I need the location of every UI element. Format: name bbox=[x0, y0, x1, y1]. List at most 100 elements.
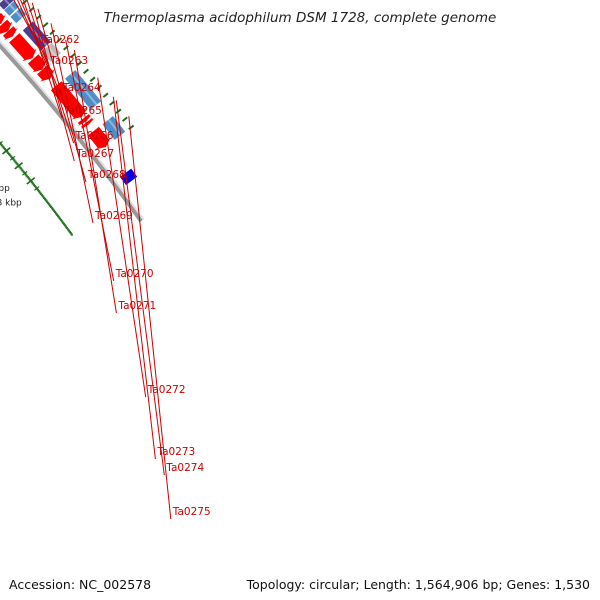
gc-dot bbox=[55, 212, 58, 215]
gc-dot bbox=[68, 230, 71, 233]
map-title: Thermoplasma acidophilum DSM 1728, compl… bbox=[103, 10, 497, 26]
gc-dot bbox=[43, 196, 46, 199]
gc-dot bbox=[1, 145, 4, 148]
outer-tick bbox=[76, 60, 83, 67]
cds-ta0275 bbox=[101, 115, 127, 141]
gc-dot bbox=[67, 229, 70, 232]
gene-ta0274 bbox=[80, 117, 95, 130]
gc-dot bbox=[32, 183, 35, 186]
gc-dot bbox=[30, 181, 33, 184]
gc-dot bbox=[40, 194, 44, 197]
scale-minor-tick bbox=[0, 140, 3, 145]
gc-dot bbox=[20, 168, 23, 171]
gene-label: Ta0269 bbox=[94, 210, 133, 222]
scale-minor-tick bbox=[34, 186, 40, 191]
scale-tick bbox=[1, 146, 11, 155]
gc-dot bbox=[60, 220, 64, 223]
gc-dot bbox=[48, 203, 51, 206]
cds-ta0264 bbox=[0, 0, 2, 2]
gene-label: Ta0274 bbox=[165, 462, 204, 474]
scale-minor-tick bbox=[9, 155, 16, 161]
leader-line bbox=[128, 116, 172, 520]
gc-dot bbox=[36, 188, 40, 192]
outer-tick bbox=[42, 21, 49, 28]
gene-label: Ta0263 bbox=[49, 55, 88, 67]
outer-tick bbox=[102, 92, 109, 98]
scale-tick bbox=[14, 161, 24, 170]
cds-shine bbox=[15, 10, 23, 19]
gc-dot bbox=[15, 161, 18, 165]
cds-shine bbox=[46, 45, 58, 58]
gc-dot bbox=[34, 186, 38, 189]
gc-dot bbox=[45, 199, 48, 202]
gene-label: Ta0266 bbox=[75, 130, 114, 142]
gc-dot bbox=[64, 225, 67, 228]
gc-dot bbox=[62, 222, 66, 226]
gene-ta0270 bbox=[27, 54, 47, 73]
outer-tick bbox=[49, 29, 56, 36]
leader-line bbox=[112, 96, 156, 460]
leader-line bbox=[22, 0, 63, 119]
gene-label: Ta0264 bbox=[62, 82, 101, 94]
leader-line bbox=[65, 39, 115, 282]
leader-line bbox=[115, 100, 165, 476]
gene-label: Ta0275 bbox=[172, 506, 211, 518]
gene-ta0266 bbox=[0, 12, 6, 25]
gc-dot bbox=[51, 207, 54, 210]
gc-dot bbox=[19, 167, 22, 170]
gc-dot bbox=[22, 170, 25, 173]
scale-label: 288 kbp bbox=[0, 199, 22, 209]
gc-dot bbox=[18, 165, 21, 168]
topology-text: Topology: circular; Length: 1,564,906 bp… bbox=[246, 577, 590, 592]
gc-dot bbox=[70, 233, 73, 236]
gene-label: Ta0271 bbox=[117, 300, 156, 312]
gene-ta0267 bbox=[0, 19, 13, 34]
gene-ta0269 bbox=[9, 33, 37, 62]
gc-dot bbox=[54, 211, 57, 214]
backbone-arc bbox=[0, 42, 143, 223]
gc-dot bbox=[28, 178, 31, 181]
gc-dot bbox=[9, 154, 12, 157]
leader-line bbox=[17, 0, 49, 69]
gc-dot bbox=[25, 174, 28, 177]
gc-dot bbox=[24, 173, 27, 176]
gc-dot bbox=[52, 208, 55, 211]
cds-shine bbox=[70, 72, 98, 106]
gc-dot bbox=[21, 169, 24, 172]
gc-dot bbox=[39, 192, 43, 195]
gc-dot bbox=[3, 147, 6, 151]
leader-line bbox=[31, 2, 75, 162]
gc-dot bbox=[58, 217, 62, 220]
outer-tick bbox=[21, 0, 28, 5]
gc-dot bbox=[49, 204, 52, 207]
outer-tick bbox=[121, 116, 128, 122]
gene-label: Ta0268 bbox=[87, 169, 126, 181]
gc-dot bbox=[14, 160, 17, 163]
gene-ta0268 bbox=[3, 26, 18, 41]
gene-ta0273 bbox=[77, 114, 93, 127]
gc-dot bbox=[2, 146, 5, 149]
gc-dot bbox=[61, 221, 65, 224]
backbone-highlight bbox=[0, 40, 145, 220]
gc-dot bbox=[46, 200, 49, 203]
gc-dot bbox=[66, 228, 69, 231]
gene-ta0275 bbox=[88, 126, 111, 150]
gene-ta0272 bbox=[50, 81, 87, 120]
outer-tick bbox=[83, 68, 89, 75]
outer-tick bbox=[89, 76, 96, 82]
gc-dot bbox=[10, 155, 13, 158]
gc-dot bbox=[65, 226, 68, 229]
scale-tick bbox=[26, 177, 36, 185]
gc-dot bbox=[37, 190, 41, 193]
gc-dot bbox=[38, 191, 42, 194]
gc-dot bbox=[13, 159, 16, 162]
scale-track: 268 kbp270 kbp272 kbp274 kbp276 kbp278 k… bbox=[0, 0, 135, 209]
gc-dot bbox=[8, 153, 11, 156]
leader-line bbox=[50, 23, 94, 224]
gc-dot bbox=[12, 158, 15, 161]
gene-label: Ta0272 bbox=[147, 384, 186, 396]
outer-tick bbox=[69, 52, 76, 59]
gc-dot bbox=[47, 201, 50, 205]
outer-tick bbox=[56, 37, 63, 43]
gene-labels: Ta0262 Ta0263 Ta0264 Ta0265 Ta0266 Ta0267 Ta02… bbox=[13, 0, 211, 520]
